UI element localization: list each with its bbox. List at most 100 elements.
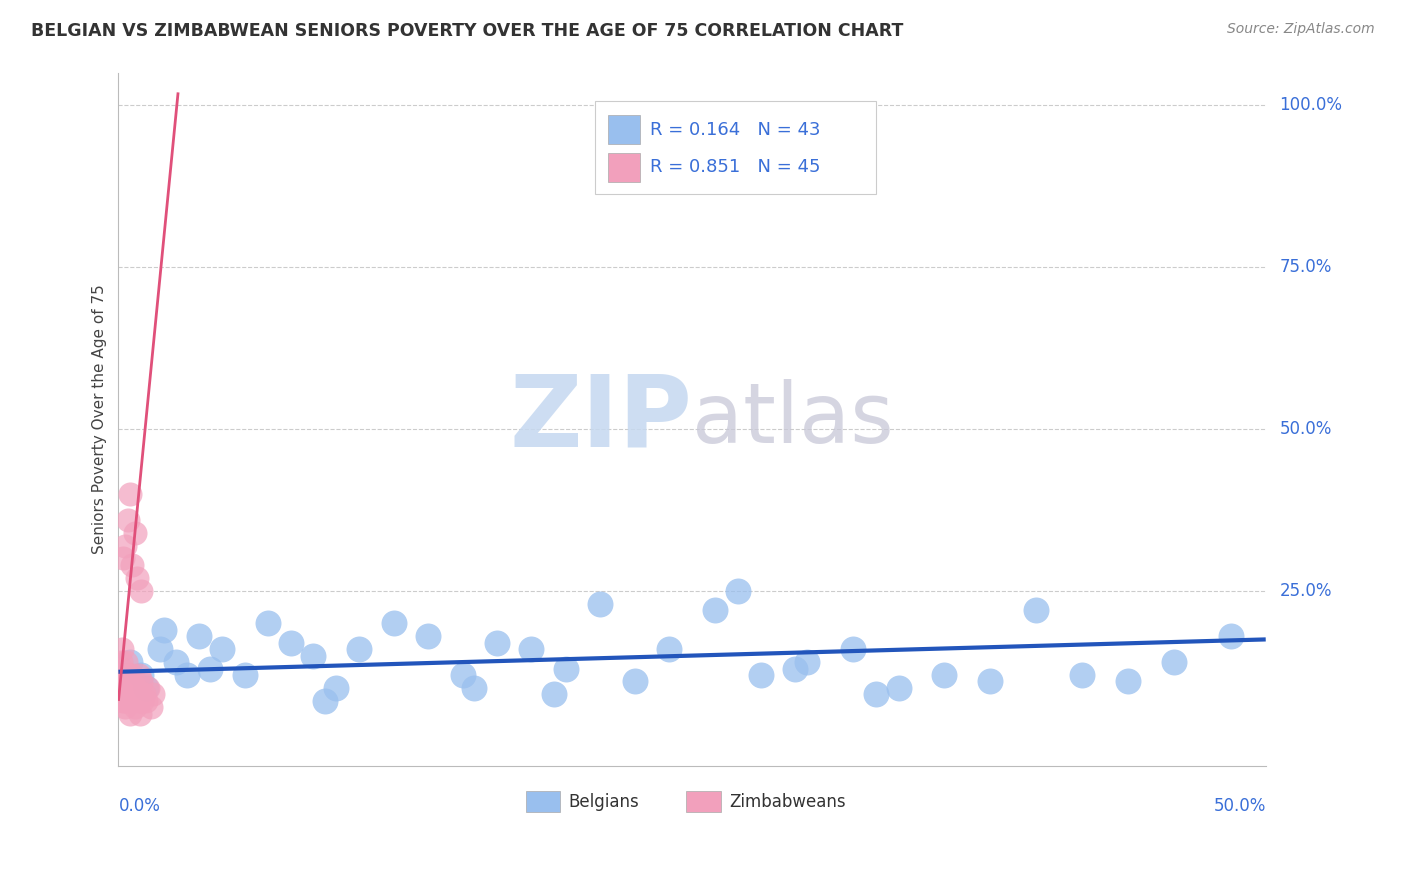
Point bbox=[125, 571, 148, 585]
Text: Source: ZipAtlas.com: Source: ZipAtlas.com bbox=[1227, 22, 1375, 37]
Point bbox=[124, 525, 146, 540]
Point bbox=[131, 674, 153, 689]
Text: atlas: atlas bbox=[692, 379, 894, 459]
Point bbox=[115, 655, 138, 669]
Point bbox=[382, 616, 405, 631]
Point bbox=[149, 642, 172, 657]
Point bbox=[118, 655, 141, 669]
Point bbox=[128, 706, 150, 721]
Point bbox=[887, 681, 910, 695]
Text: ZIP: ZIP bbox=[509, 371, 692, 467]
Point bbox=[139, 700, 162, 714]
Point bbox=[121, 668, 143, 682]
Point bbox=[128, 668, 150, 682]
Point bbox=[114, 539, 136, 553]
Point bbox=[325, 681, 347, 695]
Point bbox=[302, 648, 325, 663]
Point bbox=[112, 674, 135, 689]
Bar bbox=[686, 791, 721, 812]
Point bbox=[127, 688, 149, 702]
Point bbox=[176, 668, 198, 682]
Point bbox=[115, 668, 138, 682]
Text: Zimbabweans: Zimbabweans bbox=[728, 793, 845, 811]
Text: 75.0%: 75.0% bbox=[1279, 258, 1331, 277]
Point bbox=[1116, 674, 1139, 689]
Point bbox=[132, 688, 155, 702]
Point bbox=[110, 688, 132, 702]
Point bbox=[785, 661, 807, 675]
Point bbox=[1025, 603, 1047, 617]
Point bbox=[124, 700, 146, 714]
Point bbox=[865, 688, 887, 702]
Point bbox=[121, 558, 143, 572]
Point bbox=[704, 603, 727, 617]
Point bbox=[114, 668, 136, 682]
Point bbox=[1220, 629, 1243, 643]
Point bbox=[136, 681, 159, 695]
Point bbox=[623, 674, 645, 689]
Point bbox=[256, 616, 278, 631]
Text: 25.0%: 25.0% bbox=[1279, 582, 1331, 599]
Text: 50.0%: 50.0% bbox=[1213, 797, 1265, 814]
Point bbox=[108, 668, 131, 682]
Point bbox=[135, 694, 157, 708]
Point bbox=[233, 668, 256, 682]
Point bbox=[118, 487, 141, 501]
Point bbox=[110, 655, 132, 669]
Point bbox=[349, 642, 371, 657]
Point bbox=[153, 623, 176, 637]
Point bbox=[165, 655, 187, 669]
Point bbox=[117, 688, 139, 702]
Point bbox=[118, 674, 141, 689]
Bar bbox=[526, 791, 560, 812]
Point bbox=[114, 700, 136, 714]
Text: Belgians: Belgians bbox=[568, 793, 638, 811]
Point bbox=[796, 655, 818, 669]
Text: 100.0%: 100.0% bbox=[1279, 96, 1343, 114]
Point bbox=[314, 694, 336, 708]
Point bbox=[117, 513, 139, 527]
Point bbox=[280, 635, 302, 649]
Point bbox=[124, 681, 146, 695]
Point bbox=[934, 668, 956, 682]
Point bbox=[142, 688, 165, 702]
Point bbox=[1071, 668, 1094, 682]
Point bbox=[118, 681, 141, 695]
Text: 0.0%: 0.0% bbox=[118, 797, 160, 814]
Point bbox=[121, 694, 143, 708]
Point bbox=[131, 694, 153, 708]
Point bbox=[727, 583, 749, 598]
Point bbox=[135, 681, 157, 695]
Point bbox=[112, 551, 135, 566]
Point bbox=[131, 583, 153, 598]
Bar bbox=[609, 153, 641, 182]
Point bbox=[200, 661, 222, 675]
Point bbox=[131, 668, 153, 682]
Point bbox=[749, 668, 772, 682]
Point bbox=[111, 642, 134, 657]
Text: 50.0%: 50.0% bbox=[1279, 420, 1331, 438]
Point bbox=[486, 635, 509, 649]
Point bbox=[979, 674, 1001, 689]
Y-axis label: Seniors Poverty Over the Age of 75: Seniors Poverty Over the Age of 75 bbox=[93, 285, 107, 554]
Point bbox=[118, 694, 141, 708]
Text: R = 0.851   N = 45: R = 0.851 N = 45 bbox=[650, 158, 820, 177]
Point bbox=[110, 681, 132, 695]
FancyBboxPatch shape bbox=[595, 101, 876, 194]
Point bbox=[543, 688, 565, 702]
Point bbox=[112, 694, 135, 708]
Point bbox=[111, 694, 134, 708]
Point bbox=[418, 629, 440, 643]
Point bbox=[112, 681, 135, 695]
Point bbox=[554, 661, 576, 675]
Point bbox=[589, 597, 612, 611]
Point bbox=[117, 694, 139, 708]
Point bbox=[658, 642, 681, 657]
Point bbox=[451, 668, 474, 682]
Point bbox=[841, 642, 863, 657]
Point bbox=[125, 688, 148, 702]
Text: BELGIAN VS ZIMBABWEAN SENIORS POVERTY OVER THE AGE OF 75 CORRELATION CHART: BELGIAN VS ZIMBABWEAN SENIORS POVERTY OV… bbox=[31, 22, 903, 40]
Point bbox=[128, 694, 150, 708]
Point bbox=[211, 642, 233, 657]
Bar bbox=[609, 115, 641, 145]
